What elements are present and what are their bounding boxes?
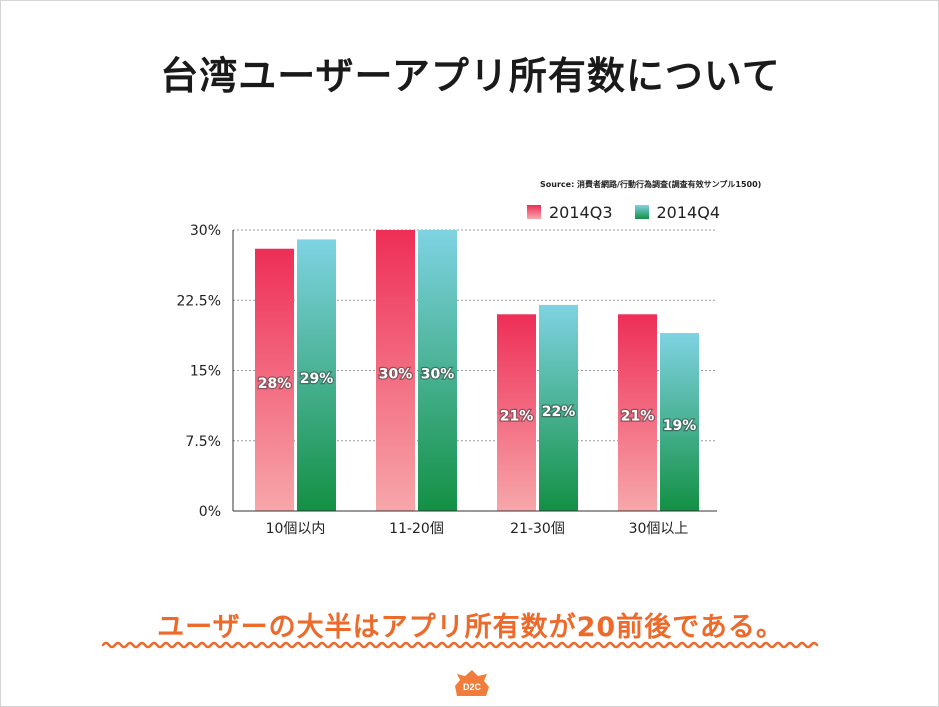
x-tick-label: 21-30個	[510, 521, 565, 537]
bar-2014Q4-2	[539, 304, 578, 511]
y-tick-label: 7.5%	[185, 434, 221, 450]
conclusion-text: ユーザーの大半はアプリ所有数が20前後である。	[157, 612, 784, 643]
chart-legend: 2014Q3 2014Q4	[527, 201, 742, 223]
x-tick-label: 10個以内	[266, 521, 326, 537]
d2c-logo: D2C	[455, 670, 489, 696]
legend-item-q3: 2014Q3	[527, 203, 613, 222]
bar-chart: 28% 29% 30% 30% 21% 22% 21% 19% 0% 7.5% 15% 22.5% 3…	[177, 223, 717, 537]
bar-layer	[255, 230, 699, 511]
y-tick-label: 15%	[190, 364, 221, 380]
data-label: 22%	[542, 404, 576, 420]
source-note: Source: 消費者網路/行動行為調査(調査有效サンプル1500)	[540, 180, 762, 189]
data-label: 21%	[621, 409, 655, 425]
y-tick-label: 22.5%	[177, 293, 221, 309]
y-tick-label: 30%	[190, 223, 221, 239]
axis-layer: 0% 7.5% 15% 22.5% 30% 10個以内 11-20個 21-30個 30個以上	[177, 223, 717, 537]
legend-swatch-q4	[634, 205, 649, 219]
data-label: 21%	[500, 409, 534, 425]
data-label: 30%	[421, 367, 455, 383]
y-tick-label: 0%	[199, 504, 221, 520]
bar-2014Q4-3	[660, 333, 699, 511]
legend-label-q3: 2014Q3	[549, 202, 613, 222]
underline-squiggle	[101, 641, 819, 649]
page-title: 台湾ユーザーアプリ所有数について	[160, 54, 781, 98]
bar-2014Q3-3	[618, 314, 657, 511]
bar-2014Q3-0	[255, 248, 294, 511]
legend-label-q4: 2014Q4	[656, 202, 721, 222]
data-label: 29%	[300, 371, 334, 387]
logo-text: D2C	[463, 682, 482, 692]
data-label: 30%	[379, 367, 413, 383]
x-tick-label: 30個以上	[629, 521, 689, 537]
x-tick-label: 11-20個	[389, 521, 444, 537]
bar-2014Q4-0	[297, 239, 336, 511]
bar-2014Q4-1	[418, 230, 457, 511]
legend-item-q4: 2014Q4	[634, 202, 721, 222]
label-layer: 28% 29% 30% 30% 21% 22% 21% 19%	[256, 365, 697, 435]
legend-swatch-q3	[527, 205, 541, 219]
bar-2014Q3-1	[376, 230, 415, 511]
data-label: 19%	[663, 418, 697, 434]
data-label: 28%	[258, 376, 292, 392]
bar-2014Q3-2	[497, 314, 536, 511]
